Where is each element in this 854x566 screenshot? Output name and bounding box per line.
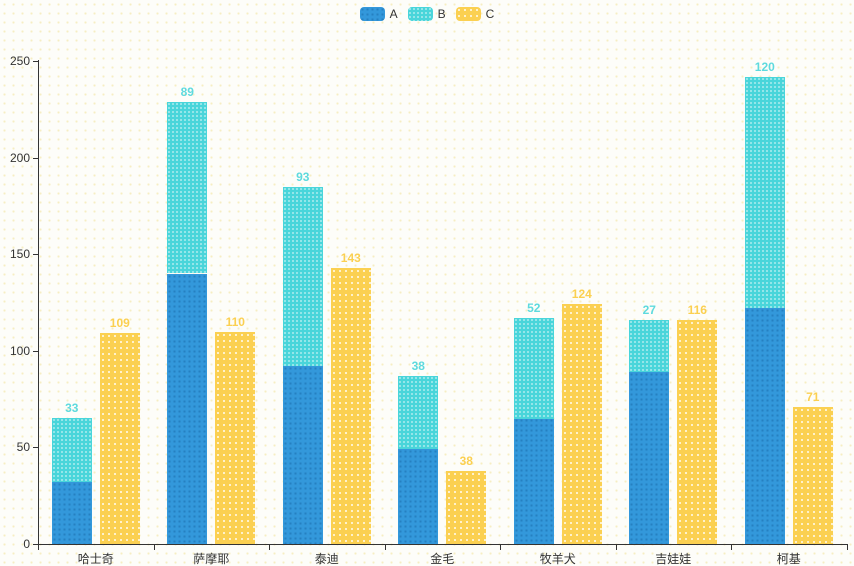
bar-c-3[interactable] <box>446 470 487 544</box>
bar-b-1[interactable] <box>167 101 208 274</box>
y-axis-tick-label: 100 <box>9 343 30 358</box>
bar-b-6[interactable] <box>744 76 785 309</box>
bar-b-value-label: 52 <box>527 301 541 315</box>
y-axis-tick-label: 50 <box>16 440 30 455</box>
bar-b-value-label: 27 <box>642 302 656 317</box>
bar-b-4[interactable] <box>513 318 554 419</box>
y-axis-line <box>38 60 39 544</box>
y-axis-tick <box>33 254 38 256</box>
x-axis-category-label: 哈士奇 <box>77 552 114 566</box>
bar-c-value-label: 110 <box>225 314 245 329</box>
legend-item-b[interactable]: B <box>407 7 446 21</box>
bar-c-value-label: 143 <box>340 250 361 265</box>
bar-c-0[interactable] <box>99 333 140 544</box>
x-axis-tick <box>269 545 270 550</box>
y-axis-tick-label: 250 <box>9 54 30 68</box>
bar-a-5[interactable] <box>629 372 670 544</box>
x-axis-line <box>38 544 848 545</box>
bar-c-6[interactable] <box>792 406 833 544</box>
bar-b-3[interactable] <box>398 375 439 450</box>
bar-c-value-label: 124 <box>571 287 592 302</box>
x-axis-tick <box>500 545 501 550</box>
bar-c-value-label: 116 <box>687 302 707 317</box>
bar-c-value-label: 109 <box>109 316 130 331</box>
x-axis-tick <box>384 545 386 550</box>
x-axis-category-label: 泰迪 <box>314 552 339 566</box>
bar-b-value-label: 93 <box>296 169 310 184</box>
x-axis-category-label: 牧羊犬 <box>539 552 576 566</box>
y-axis-tick <box>33 447 38 449</box>
bar-a-0[interactable] <box>51 482 92 544</box>
legend-label: C <box>485 7 495 21</box>
y-axis-tick-label: 200 <box>9 150 30 165</box>
bar-c-value-label: 71 <box>806 389 820 404</box>
bar-c-value-label: 38 <box>459 453 473 468</box>
bar-b-value-label: 120 <box>754 59 775 74</box>
y-axis-tick-label: 0 <box>23 537 30 551</box>
bar-b-value-label: 38 <box>411 358 425 373</box>
x-axis-category-label: 柯基 <box>776 552 801 566</box>
x-axis-tick <box>846 545 848 550</box>
bar-b-5[interactable] <box>629 319 670 373</box>
bar-a-6[interactable] <box>744 308 785 544</box>
y-axis-tick <box>33 157 38 159</box>
legend-item-c[interactable]: C <box>455 7 495 21</box>
legend-label: A <box>389 7 398 21</box>
x-axis-tick <box>731 545 732 550</box>
legend: A B C <box>0 7 854 21</box>
x-axis-category-label: 萨摩耶 <box>193 552 230 566</box>
legend-swatch-c <box>455 7 481 21</box>
bar-a-4[interactable] <box>513 418 554 544</box>
bar-c-1[interactable] <box>215 331 256 544</box>
bar-a-2[interactable] <box>282 366 323 544</box>
bar-c-2[interactable] <box>330 267 371 544</box>
x-axis-tick <box>38 545 39 550</box>
x-axis-category-label: 吉娃娃 <box>655 552 692 566</box>
bar-b-2[interactable] <box>282 186 323 367</box>
bar-a-1[interactable] <box>167 273 208 544</box>
bar-c-5[interactable] <box>677 319 718 544</box>
bar-b-value-label: 89 <box>180 84 194 99</box>
y-axis-tick <box>33 544 38 545</box>
legend-item-a[interactable]: A <box>359 7 398 21</box>
y-axis-tick <box>33 61 38 62</box>
x-axis-tick <box>153 545 155 550</box>
bar-b-0[interactable] <box>51 418 92 483</box>
legend-label: B <box>437 7 446 21</box>
legend-swatch-a <box>359 7 385 21</box>
legend-swatch-b <box>407 7 433 21</box>
bar-b-value-label: 33 <box>65 401 79 416</box>
bar-c-4[interactable] <box>561 304 602 544</box>
x-axis-category-label: 金毛 <box>430 552 455 566</box>
x-axis-tick <box>615 545 617 550</box>
y-axis-tick-label: 150 <box>9 247 30 262</box>
y-axis-tick <box>33 350 38 352</box>
bar-a-3[interactable] <box>398 449 439 544</box>
